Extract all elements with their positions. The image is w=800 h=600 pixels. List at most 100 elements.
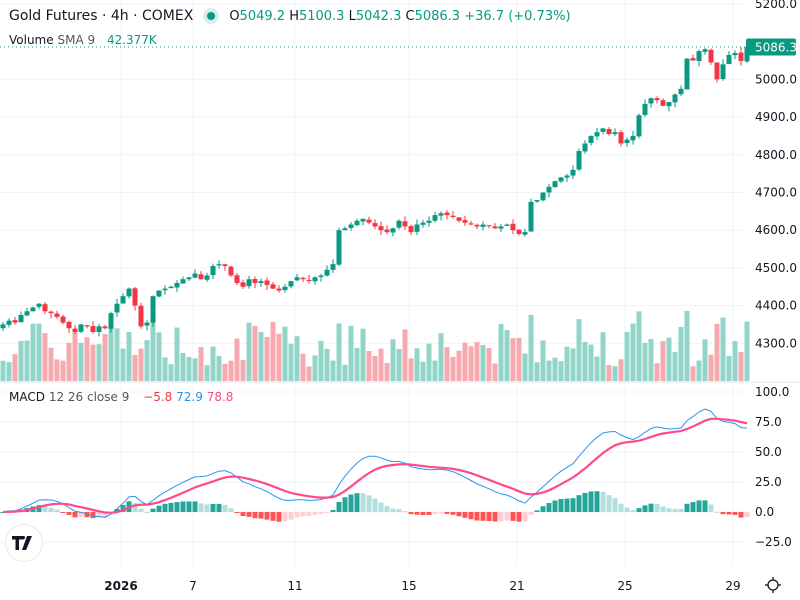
volume-bar	[276, 333, 282, 381]
tradingview-logo[interactable]	[6, 525, 42, 561]
candle-body	[432, 215, 438, 221]
candle-body	[540, 192, 546, 201]
candle-body	[390, 228, 396, 233]
price-axis[interactable]: 5200.0 5000.0 4900.0 4800.0 4700.0 4600.0 4500…	[755, 0, 797, 350]
candle-body	[234, 275, 240, 283]
volume-bar	[132, 354, 138, 381]
candle-body	[714, 62, 720, 80]
macd-tick-label: 50.0	[755, 445, 782, 459]
volume-bar	[138, 348, 144, 381]
candle-body	[474, 224, 480, 227]
candle-body	[30, 307, 36, 312]
macd-hist-bar	[186, 501, 192, 512]
candle-body	[438, 213, 444, 216]
candle-body	[24, 311, 30, 316]
candle-body	[252, 278, 258, 283]
macd-hist-bar	[264, 512, 270, 520]
candle-body	[6, 320, 12, 325]
candle-body	[78, 324, 84, 332]
volume-bar	[576, 319, 582, 381]
candle-body	[342, 228, 348, 231]
candle-body	[294, 277, 300, 281]
symbol-title[interactable]: Gold Futures · 4h · COMEX	[9, 8, 194, 24]
candle-body	[708, 49, 714, 63]
candle-body	[66, 321, 72, 329]
macd-hist-bar	[318, 512, 324, 514]
candle-body	[48, 311, 54, 314]
time-axis[interactable]: 2026 7 11 15 21 25 29	[104, 579, 740, 593]
macd-hist-bar	[258, 512, 264, 519]
candle-body	[396, 220, 402, 228]
candle-body	[588, 135, 594, 143]
volume-bar	[162, 357, 168, 381]
volume-bar	[672, 351, 678, 381]
price-tick-label: 4300.0	[755, 336, 797, 350]
volume-bar	[252, 325, 258, 381]
volume-bar	[558, 361, 564, 381]
volume-bar	[144, 340, 150, 381]
volume-bar	[186, 357, 192, 381]
volume-bar	[720, 317, 726, 381]
candle-body	[162, 288, 168, 291]
macd-hist-bar	[210, 503, 216, 512]
macd-hist-bar	[342, 497, 348, 512]
volume-bar	[516, 337, 522, 381]
volume-bar	[486, 347, 492, 381]
macd-hist-bar	[90, 512, 96, 519]
candle-body	[582, 143, 588, 152]
macd-hist-bar	[522, 512, 528, 522]
macd-hist-bar	[456, 512, 462, 517]
macd-hist-bar	[636, 508, 642, 512]
volume-bar	[342, 364, 348, 381]
volume-bar	[522, 353, 528, 381]
volume-bar	[438, 333, 444, 381]
candle-body	[456, 217, 462, 221]
volume-bar	[6, 362, 12, 381]
volume-bar	[126, 331, 132, 381]
volume-bar	[468, 346, 474, 381]
candle-body	[18, 315, 24, 323]
volume-bar	[636, 311, 642, 381]
volume-bar	[192, 358, 198, 381]
volume-bar	[708, 354, 714, 381]
macd-hist-bar	[312, 512, 318, 515]
volume-bar	[78, 342, 84, 381]
volume-bar	[648, 339, 654, 381]
macd-hist-bar	[678, 508, 684, 512]
volume-bar	[732, 341, 738, 381]
candle-body	[156, 290, 162, 297]
macd-hist-bar	[294, 512, 300, 518]
candle-body	[636, 115, 642, 137]
macd-params: 12 26 close 9	[48, 390, 130, 404]
candle-body	[702, 49, 708, 52]
price-tick-label: 4500.0	[755, 261, 797, 275]
macd-hist-bar	[42, 506, 48, 512]
volume-legend[interactable]: Volume SMA 9 42.377K	[9, 33, 157, 47]
candle-body	[468, 223, 474, 225]
volume-bar	[0, 360, 6, 381]
candle-body	[480, 224, 486, 227]
volume-bar	[600, 332, 606, 381]
candle-body	[222, 264, 228, 267]
candle-body	[408, 226, 414, 233]
settings-gear-icon[interactable]	[764, 576, 782, 594]
volume-bar	[336, 323, 342, 381]
macd-hist-bar	[168, 502, 174, 512]
candlestick-series	[0, 43, 750, 337]
candle-body	[258, 281, 264, 284]
candle-body	[354, 220, 360, 226]
macd-hist-bar	[114, 508, 120, 512]
macd-axis[interactable]: 100.0 75.0 50.0 25.0 0.0 −25.0	[755, 385, 792, 549]
candle-body	[246, 279, 252, 287]
macd-hist-bar	[348, 494, 354, 512]
macd-legend[interactable]: MACD 12 26 close 9 −5.8 72.9 78.8	[9, 390, 233, 404]
candle-body	[606, 129, 612, 135]
candle-body	[570, 169, 576, 176]
candle-body	[324, 269, 330, 276]
candle-body	[498, 226, 504, 229]
volume-bar	[168, 364, 174, 381]
volume-bar	[744, 321, 750, 381]
volume-bar	[30, 323, 36, 381]
volume-bar	[552, 357, 558, 381]
